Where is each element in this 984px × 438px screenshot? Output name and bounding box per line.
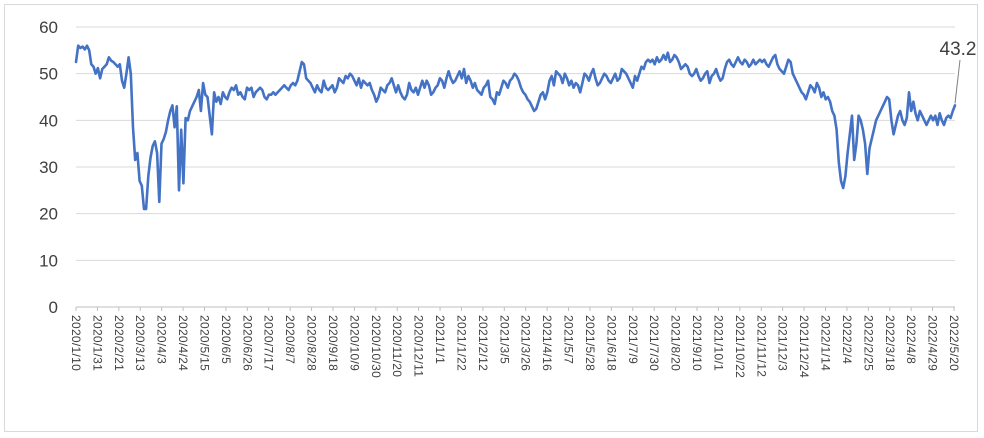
x-tick-label: 2020/5/15 (197, 315, 211, 371)
x-tick-label: 2021/11/12 (754, 315, 768, 377)
y-tick-label: 20 (39, 205, 58, 224)
x-tick-label: 2021/6/18 (604, 315, 618, 371)
x-tick-label: 2022/1/14 (819, 315, 833, 371)
gridlines (76, 26, 955, 308)
x-tick-label: 2022/3/18 (883, 315, 897, 371)
x-tick-label: 2021/10/22 (733, 315, 747, 378)
series-group (74, 44, 957, 211)
x-tick-label: 2020/10/9 (347, 315, 361, 371)
y-axis-ticks: 0 10 20 30 40 50 60 (39, 18, 58, 317)
chart-frame (4, 4, 978, 432)
x-tick-label: 2021/5/7 (562, 315, 576, 364)
x-tick-label: 2021/7/30 (647, 315, 661, 371)
y-tick-label: 10 (39, 251, 58, 270)
x-tick-label: 2020/6/5 (219, 315, 233, 364)
x-tick-label: 2020/10/30 (369, 315, 383, 378)
x-tick-label: 2020/1/31 (90, 315, 104, 371)
x-tick-label: 2020/4/3 (155, 315, 169, 364)
y-tick-label: 40 (39, 111, 58, 130)
x-tick-label: 2022/5/20 (947, 315, 961, 371)
x-tick-label: 2020/4/24 (176, 315, 190, 371)
x-tick-label: 2021/1/22 (454, 315, 468, 371)
x-tick-label: 2021/10/1 (711, 315, 725, 371)
x-tick-label: 2022/2/25 (861, 315, 875, 371)
y-tick-label: 60 (39, 18, 58, 37)
x-tick-label: 2020/3/13 (133, 315, 147, 371)
x-tick-label: 2021/8/20 (669, 315, 683, 371)
x-tick-label: 2021/1/1 (433, 315, 447, 364)
x-tick-label: 2021/4/16 (540, 315, 554, 371)
annotation-leader-line (954, 59, 961, 104)
x-tick-label: 2020/9/18 (326, 315, 340, 371)
x-tick-label: 2020/6/26 (240, 315, 254, 371)
y-tick-label: 0 (49, 298, 58, 317)
x-tick-label: 2020/7/17 (262, 315, 276, 371)
x-axis-ticks: 2020/1/10 2020/1/31 2020/2/21 2020/3/13 2020… (69, 307, 961, 378)
x-tick-label: 2022/4/8 (904, 315, 918, 364)
annotations: 43.2 (940, 39, 977, 104)
annotation-label: 43.2 (940, 39, 977, 60)
x-tick-label: 2020/2/21 (112, 315, 126, 371)
x-tick-label: 2021/3/5 (497, 315, 511, 364)
x-tick-label: 2021/2/12 (476, 315, 490, 371)
x-tick-label: 2021/3/26 (519, 315, 533, 371)
x-tick-label: 2022/2/4 (840, 315, 854, 364)
x-tick-label: 2020/1/10 (69, 315, 83, 371)
x-tick-label: 2021/7/9 (626, 315, 640, 364)
y-tick-label: 30 (39, 158, 58, 177)
x-tick-label: 2020/8/7 (283, 315, 297, 364)
x-tick-label: 2020/11/20 (390, 315, 404, 377)
x-tick-label: 2020/12/11 (412, 315, 426, 377)
x-tick-label: 2020/8/28 (305, 315, 319, 371)
x-tick-label: 2021/9/10 (690, 315, 704, 371)
x-tick-label: 2022/4/29 (926, 315, 940, 371)
x-tick-label: 2021/12/24 (797, 315, 811, 378)
x-tick-label: 2021/12/3 (776, 315, 790, 371)
series-line-0 (74, 44, 957, 211)
x-tick-label: 2021/5/28 (583, 315, 597, 371)
y-tick-label: 50 (39, 65, 58, 84)
